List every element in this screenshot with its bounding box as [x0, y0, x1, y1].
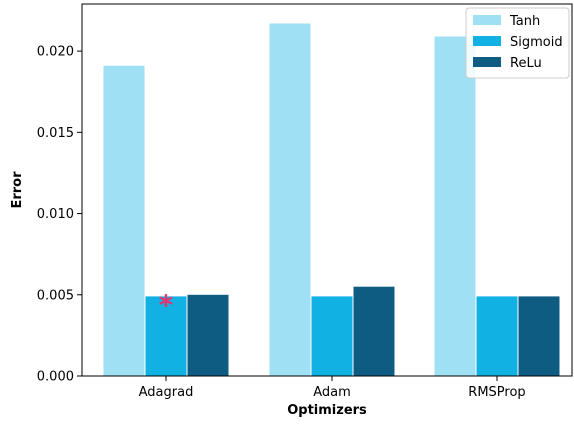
x-tick-label-rmsprop: RMSProp	[468, 385, 525, 400]
legend-label-tanh: Tanh	[509, 14, 540, 29]
bar-rmsprop-tanh	[434, 36, 476, 376]
y-axis-label: Error	[10, 171, 25, 209]
bar-rmsprop-relu	[518, 296, 560, 376]
y-tick-label: 0.000	[37, 370, 74, 385]
y-axis-ticks: 0.000 0.005 0.010 0.015 0.020	[37, 45, 82, 385]
annotation-group: *	[159, 288, 174, 321]
y-tick-label: 0.015	[37, 126, 74, 141]
legend-label-relu: ReLu	[510, 56, 542, 71]
x-axis-label: Optimizers	[287, 403, 367, 418]
bar-adam-relu	[353, 286, 395, 376]
bar-adagrad-tanh	[103, 65, 145, 376]
legend-swatch-relu	[473, 57, 501, 67]
plot-frame	[81, 3, 573, 377]
x-axis-ticks: Adagrad Adam RMSProp	[139, 376, 526, 400]
x-tick-label-adagrad: Adagrad	[139, 385, 194, 400]
legend-swatch-tanh	[473, 15, 501, 25]
bar-adagrad-relu	[187, 294, 229, 376]
y-tick-label: 0.010	[37, 207, 74, 222]
annotation-asterisk: *	[159, 288, 174, 321]
x-tick-label-adam: Adam	[313, 385, 351, 400]
bar-adam-tanh	[269, 23, 311, 376]
y-tick-label: 0.005	[37, 288, 74, 303]
legend-label-sigmoid: Sigmoid	[510, 35, 563, 50]
bar-rmsprop-sigmoid	[476, 296, 518, 376]
legend: Tanh Sigmoid ReLu	[465, 7, 570, 79]
legend-swatch-sigmoid	[473, 36, 501, 46]
bars-group	[103, 23, 560, 376]
bar-adagrad-sigmoid	[145, 296, 187, 376]
bar-adam-sigmoid	[311, 296, 353, 376]
y-tick-label: 0.020	[37, 45, 74, 60]
